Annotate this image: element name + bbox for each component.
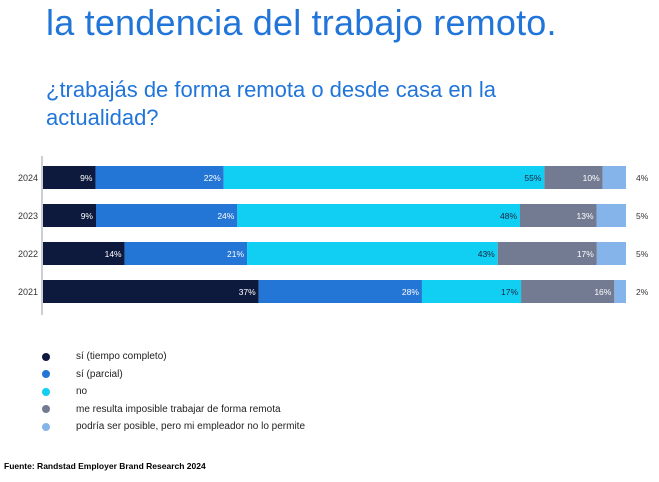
bar-segment	[247, 242, 498, 265]
bar-segment	[602, 166, 626, 189]
bar-segment	[124, 242, 248, 265]
bar-segment	[237, 204, 521, 227]
legend-label: sí (tiempo completo)	[76, 351, 167, 363]
bar-segment	[223, 166, 545, 189]
chart-legend: sí (tiempo completo) sí (parcial) no me res…	[42, 348, 305, 436]
data-label: 13%	[577, 211, 594, 221]
legend-swatch	[42, 387, 50, 396]
legend-label: podría ser posible, pero mi empleador no…	[76, 421, 306, 433]
legend-item: sí (parcial)	[42, 366, 305, 384]
chart-question: ¿trabajás de forma remota o desde casa e…	[46, 77, 497, 130]
legend-label: me resulta imposible trabajar de forma r…	[76, 403, 281, 415]
y-tick-label: 2021	[18, 287, 38, 297]
bar-segment	[544, 166, 603, 189]
data-label: 17%	[501, 287, 518, 297]
data-label: 22%	[204, 173, 221, 183]
data-label: 9%	[81, 211, 94, 221]
data-label: 10%	[583, 173, 600, 183]
data-label: 43%	[478, 249, 495, 259]
legend-swatch	[42, 405, 50, 414]
data-label: 5%	[636, 249, 649, 259]
bar-segment	[497, 242, 597, 265]
bar-segment	[43, 204, 96, 227]
data-label: 17%	[577, 249, 594, 259]
y-tick-label: 2024	[18, 173, 38, 183]
stacked-bar-chart: 2024 9% 22% 55% 10% 4% 2023 9% 24% 48% 13% 5% 2022 14…	[18, 156, 649, 315]
legend-item: me resulta imposible trabajar de forma r…	[42, 401, 305, 419]
source-note: Fuente: Randstad Employer Brand Research…	[4, 461, 206, 471]
data-label: 4%	[636, 173, 649, 183]
data-label: 21%	[227, 249, 244, 259]
legend-item: sí (tiempo completo)	[42, 348, 305, 366]
y-tick-label: 2023	[18, 211, 38, 221]
bar-segment	[614, 280, 626, 303]
data-label: 24%	[217, 211, 234, 221]
legend-swatch	[42, 422, 50, 431]
bar-segment	[43, 166, 96, 189]
page-title: la tendencia del trabajo remoto.	[46, 2, 557, 43]
bar-segment	[95, 166, 224, 189]
data-label: 37%	[239, 287, 256, 297]
bar-segment	[96, 204, 238, 227]
data-label: 16%	[594, 287, 611, 297]
legend-swatch	[42, 370, 50, 379]
bar-segment	[596, 242, 626, 265]
legend-label: no	[76, 386, 88, 398]
data-label: 5%	[636, 211, 649, 221]
bar-segment	[596, 204, 626, 227]
data-label: 48%	[500, 211, 517, 221]
data-label: 2%	[636, 287, 649, 297]
legend-item: no	[42, 383, 305, 401]
legend-item: podría ser posible, pero mi empleador no…	[42, 418, 305, 436]
data-label: 28%	[402, 287, 419, 297]
data-label: 9%	[80, 173, 93, 183]
legend-label: sí (parcial)	[76, 368, 123, 380]
bar-segment	[43, 242, 125, 265]
y-tick-label: 2022	[18, 249, 38, 259]
bar-segment	[43, 280, 259, 303]
legend-swatch	[42, 352, 50, 361]
bar-segment	[258, 280, 422, 303]
bar-segment	[521, 280, 615, 303]
bar-segment	[421, 280, 522, 303]
bar-segment	[520, 204, 597, 227]
data-label: 55%	[524, 173, 541, 183]
data-label: 14%	[105, 249, 122, 259]
